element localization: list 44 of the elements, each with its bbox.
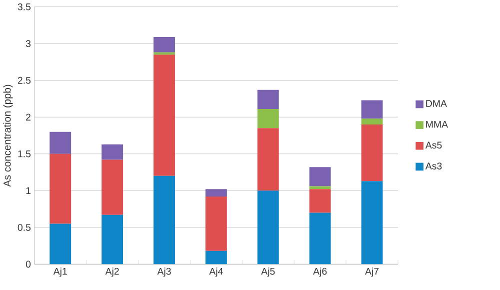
y-tick-label: 1 (26, 188, 30, 194)
bar (205, 196, 227, 252)
x-tick-label: Aj4 (209, 268, 223, 277)
legend-label: As3 (425, 162, 442, 170)
bar (102, 144, 124, 160)
bar (361, 124, 383, 182)
bar (309, 186, 331, 190)
x-tick-label: Aj3 (157, 268, 171, 277)
bar (102, 215, 124, 264)
bar (257, 90, 279, 110)
bar (257, 109, 279, 128)
y-tick-label: 3.5 (18, 4, 31, 10)
bar (361, 118, 383, 125)
x-tick-label: Aj7 (365, 268, 379, 277)
y-tick-label: 1.5 (18, 150, 31, 158)
x-tick-label: Aj5 (261, 268, 275, 277)
bar (257, 128, 279, 191)
legend-label: DMA (426, 100, 447, 108)
bar (361, 100, 383, 119)
bar (154, 54, 175, 176)
y-tick-label: 0.5 (18, 224, 31, 232)
x-tick-label: Aj2 (105, 268, 119, 277)
bar (309, 189, 331, 213)
bar (154, 37, 175, 53)
legend-label: As5 (425, 142, 442, 149)
x-tick-label: Aj1 (53, 268, 67, 277)
y-axis-title: As concentration (ppb) (3, 85, 13, 188)
bar (205, 189, 227, 197)
bar (102, 160, 124, 216)
bar (50, 224, 72, 264)
bar (154, 176, 175, 264)
bar (50, 132, 72, 154)
bar (309, 167, 331, 186)
y-tick-label: 2 (26, 114, 30, 121)
x-tick-label: Aj6 (313, 268, 327, 277)
y-tick-label: 2.5 (18, 77, 31, 84)
bar (50, 154, 72, 224)
bar (361, 181, 383, 264)
bar (257, 190, 279, 264)
bar (309, 212, 331, 264)
y-tick-label: 0 (26, 260, 31, 268)
bar (205, 251, 227, 264)
legend-label: MMA (426, 121, 448, 128)
y-tick-label: 3 (26, 40, 31, 48)
